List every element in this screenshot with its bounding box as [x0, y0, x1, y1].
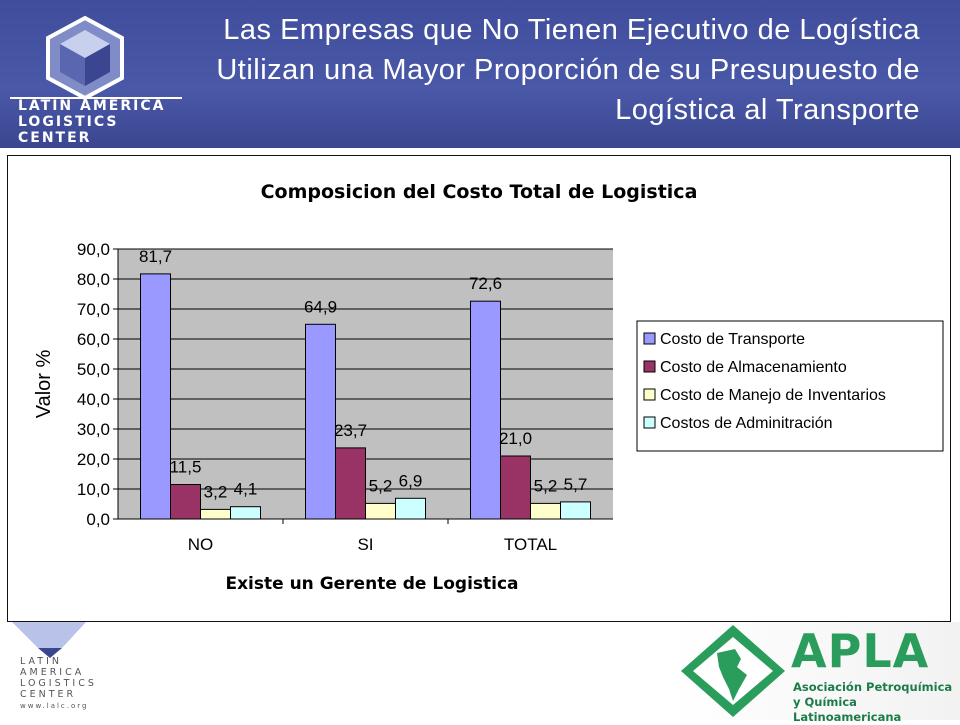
bar: [470, 300, 501, 520]
page-title: Las Empresas que No Tienen Ejecutivo de …: [216, 14, 920, 126]
data-label: 5,2: [534, 476, 558, 495]
legend-swatch: [643, 416, 656, 429]
bar: [230, 506, 261, 520]
lalc-cube-logo-icon: [46, 15, 124, 100]
bar: [140, 273, 171, 520]
lalc-logo-text: LATIN AMERICA LOGISTICS CENTER: [18, 98, 188, 146]
y-axis-title: Valor %: [33, 350, 55, 419]
data-label: 11,5: [170, 458, 202, 477]
y-tick-label: 70,0: [77, 300, 110, 319]
y-tick-label: 30,0: [77, 420, 110, 439]
logo-line1: LATIN AMERICA: [18, 98, 166, 114]
logo-line2: LOGISTICS CENTER: [18, 114, 119, 146]
data-label: 23,7: [334, 421, 367, 440]
y-tick-label: 60,0: [77, 330, 110, 349]
data-label: 5,2: [369, 476, 393, 495]
legend-label: Costo de Transporte: [660, 331, 805, 348]
data-label: 64,9: [304, 297, 337, 316]
bar: [395, 497, 426, 520]
footer-left-logo: [0, 622, 100, 720]
stack-letter-line: CENTER: [20, 689, 77, 700]
x-axis-title: Existe un Gerente de Logistica: [225, 574, 518, 594]
legend-swatch: [643, 388, 656, 401]
stack-letter-line: LATIN: [20, 656, 62, 667]
lalc-small-cube-icon: [12, 622, 86, 658]
apla-line1: Asociación Petroquímica: [793, 680, 953, 694]
legend-label: Costo de Almacenamiento: [660, 359, 847, 376]
header-banner: LATIN AMERICA LOGISTICS CENTER Las Empre…: [0, 0, 960, 148]
apla-logo-panel: APLA Asociación Petroquímica y Química L…: [675, 622, 960, 724]
bar: [170, 484, 201, 520]
x-tick-label: NO: [188, 535, 214, 554]
y-tick-label: 0,0: [86, 510, 110, 529]
data-label: 81,7: [139, 247, 172, 266]
y-tick-label: 20,0: [77, 450, 110, 469]
bar: [305, 323, 336, 520]
legend-swatch: [643, 360, 656, 373]
lalc-stacked-name: LATIN AMERICA LOGISTICS CENTER: [20, 656, 97, 700]
legend-label: Costos de Adminitración: [660, 415, 833, 432]
bar: [560, 501, 591, 520]
data-label: 6,9: [399, 471, 423, 490]
legend-box: [636, 320, 944, 452]
apla-subtitle: Asociación Petroquímica y Química Latino…: [793, 680, 960, 725]
legend-label: Costo de Manejo de Inventarios: [660, 387, 886, 404]
apla-wordmark: APLA: [791, 624, 930, 678]
logo-rule: [10, 97, 182, 99]
apla-latam-map-icon: [681, 625, 785, 717]
lalc-url: www.lalc.org: [20, 702, 89, 710]
y-tick-label: 90,0: [77, 240, 110, 259]
apla-line2: y Química Latinoamericana: [793, 695, 902, 724]
bar-chart: Composicion del Costo Total de Logistica…: [33, 181, 944, 594]
stack-letter-line: AMERICA: [20, 667, 85, 678]
x-tick-label: SI: [357, 535, 373, 554]
bar: [530, 502, 561, 520]
data-label: 21,0: [499, 429, 532, 448]
bar: [335, 447, 366, 520]
stack-letter-line: LOGISTICS: [20, 678, 97, 689]
bar: [200, 508, 231, 520]
data-label: 5,7: [564, 475, 588, 494]
x-tick-label: TOTAL: [504, 535, 557, 554]
chart-title: Composicion del Costo Total de Logistica: [261, 181, 698, 203]
data-label: 3,2: [204, 482, 228, 501]
data-label: 72,6: [469, 274, 502, 293]
y-tick-label: 80,0: [77, 270, 110, 289]
legend-swatch: [643, 332, 656, 345]
data-label: 4,1: [234, 480, 258, 499]
y-tick-label: 50,0: [77, 360, 110, 379]
y-tick-label: 40,0: [77, 390, 110, 409]
chart-frame: Composicion del Costo Total de Logistica…: [7, 155, 951, 622]
bar: [500, 455, 531, 520]
bar: [365, 502, 396, 520]
y-tick-label: 10,0: [77, 480, 110, 499]
